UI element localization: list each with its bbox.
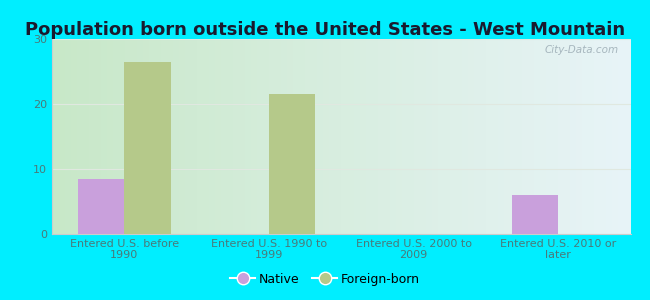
Text: Population born outside the United States - West Mountain: Population born outside the United State… xyxy=(25,21,625,39)
Bar xyxy=(78,179,124,234)
Bar xyxy=(269,94,315,234)
Bar xyxy=(124,62,170,234)
Legend: Native, Foreign-born: Native, Foreign-born xyxy=(225,268,425,291)
Bar xyxy=(512,195,558,234)
Text: City-Data.com: City-Data.com xyxy=(545,45,619,55)
